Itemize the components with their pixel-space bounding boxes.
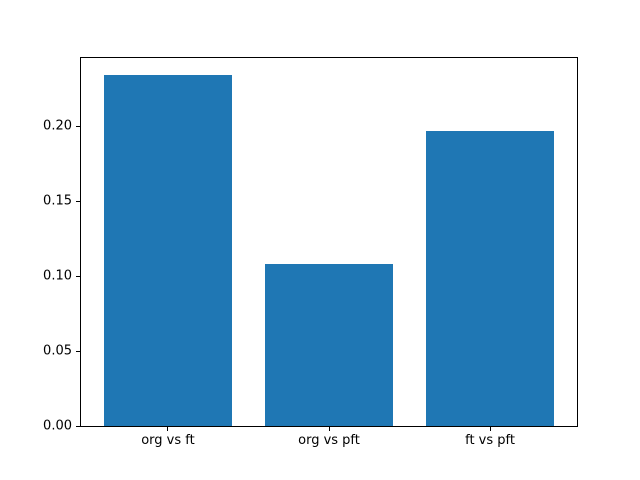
y-tick (76, 350, 80, 352)
y-tick-label: 0.15 (43, 193, 72, 209)
x-tick-label: org vs ft (141, 433, 195, 448)
x-tick-label: org vs pft (298, 433, 360, 448)
y-tick-label: 0.10 (43, 268, 72, 284)
plot-area: org vs ft org vs pft ft vs pft 0.00 0.05 0.10… (43, 57, 578, 447)
y-tick (76, 125, 80, 127)
y-tick-label: 0.05 (43, 343, 72, 359)
y-tick (76, 275, 80, 277)
x-tick (167, 427, 169, 431)
y-tick-label: 0.00 (43, 418, 72, 434)
x-tick (328, 427, 330, 431)
y-tick (76, 425, 80, 427)
bar-org-vs-pft (264, 264, 394, 426)
y-tick (76, 200, 80, 202)
x-tick-label: ft vs pft (465, 433, 515, 448)
y-tick-label: 0.20 (43, 118, 72, 134)
x-tick (489, 427, 491, 431)
bar-ft-vs-pft (425, 130, 555, 426)
bar-org-vs-ft (103, 75, 233, 426)
